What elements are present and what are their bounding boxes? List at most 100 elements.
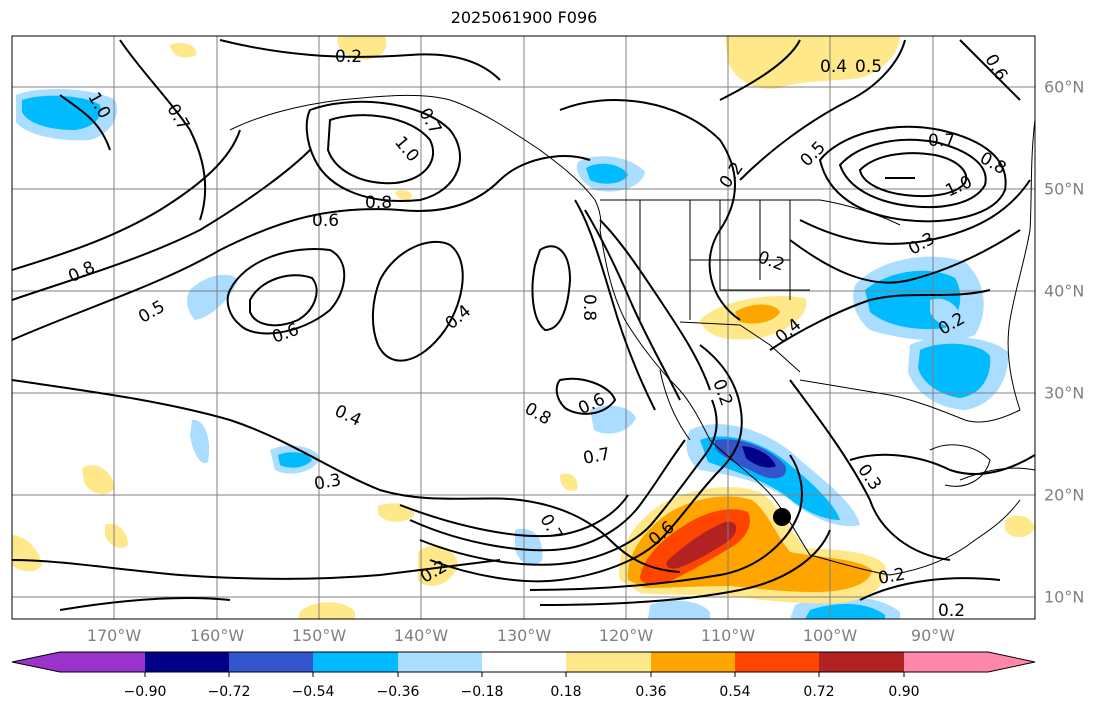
contour-line	[769, 289, 991, 351]
negative-anomaly-patch	[648, 600, 710, 619]
contour-line	[789, 229, 1021, 284]
colorbar-segment	[398, 652, 482, 672]
positive-anomaly-patch	[170, 42, 197, 58]
colorbar-segment	[229, 652, 313, 672]
colorbar-segment	[651, 652, 735, 672]
lat-label-30n: 30°N	[1044, 383, 1085, 403]
positive-anomaly-patch	[105, 523, 128, 548]
contour-line	[419, 399, 718, 566]
contour-line	[249, 274, 318, 327]
lon-label-170w: 170°W	[86, 626, 142, 645]
contour-line	[799, 179, 1031, 245]
lat-label-50n: 50°N	[1044, 179, 1085, 199]
map-content: 0.2 0.4 0.5 1.0 0.7 0.7 1.0 0.8 0.6 0.8 …	[12, 36, 1035, 621]
contour-line	[858, 152, 968, 198]
negative-anomaly-patch	[930, 298, 962, 326]
contour-label: 0.2	[938, 601, 965, 621]
contour-line	[12, 129, 241, 271]
contour-line	[859, 577, 1001, 601]
state-borders	[639, 200, 810, 320]
coastlines	[229, 94, 1035, 576]
contour-line	[584, 209, 681, 401]
colorbar-segment	[735, 652, 819, 672]
cuba-coast	[959, 467, 1035, 481]
contour-line	[12, 559, 501, 580]
negative-anomaly-core	[586, 163, 628, 184]
gulf-coast	[799, 379, 1021, 423]
positive-anomaly-patch	[1005, 515, 1035, 538]
colorbar-tick-label: 0.36	[635, 684, 667, 700]
central-america-coast	[809, 499, 1021, 576]
negative-anomaly-deep	[742, 446, 776, 468]
contour-lines	[12, 39, 1035, 611]
contour-label: 0.7	[582, 444, 612, 468]
contour-line	[219, 39, 501, 81]
positive-anomaly-core	[735, 304, 780, 324]
map-frame	[11, 35, 1036, 620]
us-mexico-border	[679, 321, 801, 373]
contour-line	[739, 39, 906, 181]
positive-anomaly-patch	[395, 190, 412, 201]
lon-label-150w: 150°W	[291, 626, 347, 645]
contour-line	[789, 379, 951, 561]
contour-label: 0.4	[820, 57, 847, 77]
positive-anomaly-patch	[298, 602, 355, 619]
contour-line	[12, 149, 311, 301]
contour-line	[399, 494, 629, 538]
lon-label-120w: 120°W	[598, 626, 654, 645]
contour-line	[529, 454, 803, 591]
positive-anomaly-deep	[666, 521, 737, 569]
negative-anomaly-core	[805, 603, 885, 619]
contour-line	[959, 39, 1021, 101]
yucatan-coast	[929, 444, 991, 487]
contour-line	[371, 240, 464, 362]
colorbar-tick-label: 0.54	[719, 684, 751, 700]
colorbar-outline	[11, 651, 1036, 673]
colorbar-segment	[482, 652, 566, 672]
positive-anomaly-patch	[12, 535, 42, 572]
colorbar-tick-label: 0.72	[803, 684, 835, 700]
lon-label-140w: 140°W	[393, 626, 449, 645]
negative-anomaly-core	[278, 452, 312, 468]
positive-anomaly-patch	[560, 473, 578, 491]
contour-line	[59, 597, 231, 611]
contour-label: 0.8	[579, 294, 599, 321]
contour-line	[719, 39, 801, 101]
west-coast	[599, 229, 811, 556]
lon-label-90w: 90°W	[910, 626, 956, 645]
colorbar-tick-label: 0.18	[550, 684, 582, 700]
colorbar-tick-label: −0.18	[460, 684, 504, 700]
contour-line	[409, 439, 686, 552]
lat-label-10n: 10°N	[1044, 587, 1085, 607]
negative-anomaly-patch	[590, 405, 636, 434]
contour-line	[59, 94, 111, 151]
contour-label: 0.3	[313, 470, 343, 494]
baja-coast	[659, 369, 691, 441]
contour-line	[326, 114, 435, 185]
positive-anomaly-patch	[82, 465, 115, 494]
contour-line	[599, 219, 711, 391]
contour-line	[305, 100, 461, 202]
contour-label: 0.7	[928, 131, 955, 151]
colorbar-segment	[566, 652, 651, 672]
contour-line	[12, 155, 591, 341]
lon-label-110w: 110°W	[700, 626, 756, 645]
contour-label: 0.2	[877, 565, 907, 589]
location-marker	[773, 508, 791, 526]
contour-label: 0.5	[855, 57, 882, 77]
contour-label: 0.6	[312, 211, 339, 231]
contour-line	[849, 453, 1035, 476]
colorbar-segment	[145, 652, 229, 672]
contour-line	[559, 99, 741, 321]
lon-label-100w: 100°W	[802, 626, 858, 645]
contour-line	[555, 377, 617, 415]
alaska-coast	[229, 94, 602, 231]
map-title: 2025061900 F096	[450, 8, 598, 27]
colorbar-tick-label: 0.90	[888, 684, 920, 700]
colorbar-segment	[904, 652, 988, 672]
colorbar-ticks	[144, 672, 905, 677]
contour-line	[531, 245, 572, 332]
positive-anomaly-patch	[725, 36, 900, 89]
positive-anomaly-patch	[337, 36, 387, 60]
